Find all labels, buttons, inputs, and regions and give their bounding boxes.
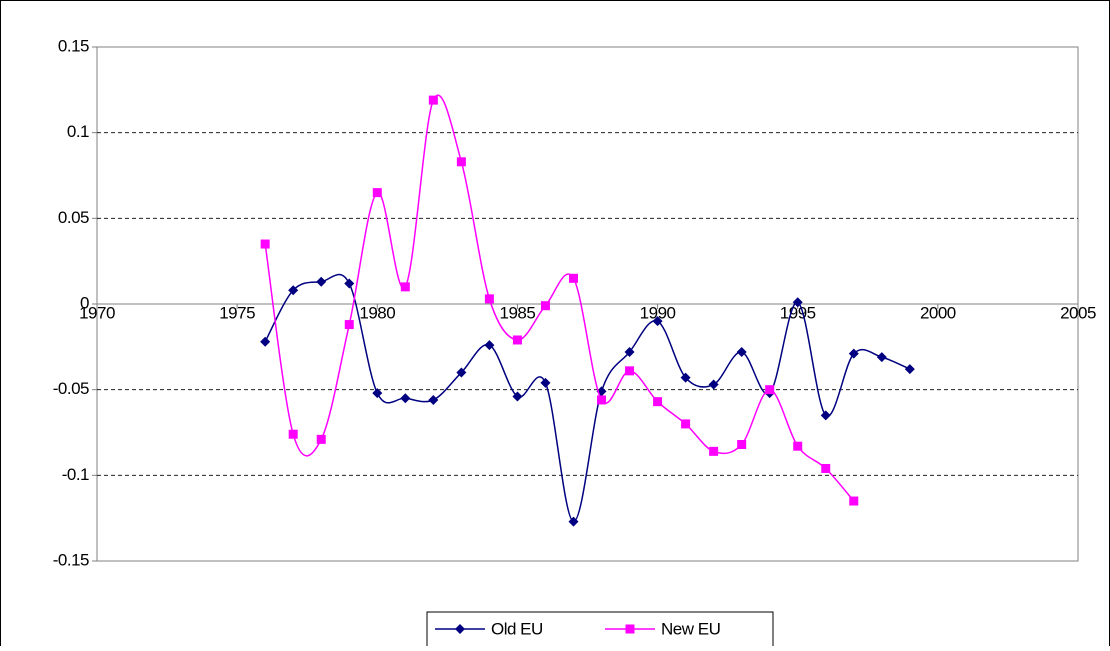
data-point xyxy=(260,239,270,249)
x-tick-label: 1975 xyxy=(219,303,255,322)
data-point xyxy=(400,393,411,404)
legend-label: Old EU xyxy=(491,619,543,638)
data-point xyxy=(652,316,663,327)
data-point xyxy=(372,388,383,399)
data-point xyxy=(736,346,747,357)
y-tick-label: 0.1 xyxy=(67,122,89,141)
x-tick-label: 1990 xyxy=(640,303,676,322)
data-point xyxy=(820,410,831,421)
data-point xyxy=(597,395,607,405)
data-point xyxy=(680,372,691,383)
data-point xyxy=(428,394,439,405)
x-tick-label: 1985 xyxy=(500,303,536,322)
data-point xyxy=(849,496,859,506)
data-point xyxy=(260,336,271,347)
data-point xyxy=(484,340,495,351)
data-point xyxy=(316,434,326,444)
data-point xyxy=(288,429,298,439)
x-tick-label: 1980 xyxy=(359,303,395,322)
data-point xyxy=(344,278,355,289)
data-point xyxy=(708,379,719,390)
data-point xyxy=(821,463,831,473)
data-point xyxy=(512,335,522,345)
y-tick-label: -0.05 xyxy=(53,379,89,398)
data-point xyxy=(624,346,635,357)
x-tick-label: 2000 xyxy=(920,303,956,322)
data-point xyxy=(904,364,915,375)
data-point xyxy=(765,385,775,395)
data-point xyxy=(484,294,494,304)
data-point xyxy=(456,367,467,378)
data-point xyxy=(737,439,747,449)
y-tick-label: 0.05 xyxy=(58,208,89,227)
data-point xyxy=(540,301,550,311)
data-point xyxy=(793,441,803,451)
data-point xyxy=(540,377,551,388)
y-tick-label: -0.15 xyxy=(53,550,89,569)
data-point xyxy=(568,516,579,527)
data-point xyxy=(792,297,803,308)
data-point xyxy=(456,157,466,167)
data-point xyxy=(400,282,410,292)
data-point xyxy=(344,320,354,330)
x-tick-label: 2005 xyxy=(1060,303,1096,322)
data-point xyxy=(512,391,523,402)
data-point xyxy=(316,276,327,287)
legend-marker xyxy=(625,624,635,634)
data-point xyxy=(653,397,663,407)
y-tick-label: 0.15 xyxy=(58,36,89,55)
y-tick-label: -0.1 xyxy=(62,465,89,484)
legend-label: New EU xyxy=(661,619,720,638)
data-point xyxy=(876,352,887,363)
y-tick-label: 0 xyxy=(80,293,89,312)
data-point xyxy=(568,273,578,283)
x-tick-label: 1970 xyxy=(79,303,115,322)
data-point xyxy=(625,366,635,376)
data-point xyxy=(681,419,691,429)
legend-box xyxy=(426,611,774,651)
data-point xyxy=(428,95,438,105)
data-point xyxy=(288,285,299,296)
data-point xyxy=(709,446,719,456)
data-point xyxy=(372,188,382,198)
data-point xyxy=(848,348,859,359)
legend-marker xyxy=(455,624,465,634)
